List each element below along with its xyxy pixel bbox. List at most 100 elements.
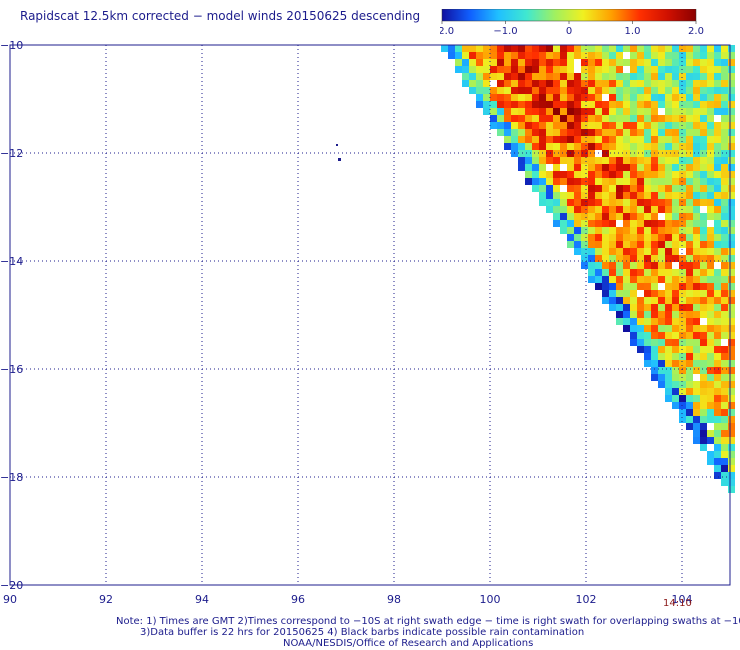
swath-cell	[658, 192, 665, 199]
swath-cell	[700, 395, 707, 402]
swath-cell	[728, 206, 735, 213]
swath-cell	[686, 332, 693, 339]
swath-cell	[700, 248, 707, 255]
swath-cell	[616, 311, 623, 318]
swath-cell	[644, 192, 651, 199]
swath-cell	[581, 115, 588, 122]
swath-cell	[714, 178, 721, 185]
swath-cell	[721, 381, 728, 388]
swath-cell	[595, 234, 602, 241]
swath-cell	[630, 87, 637, 94]
swath-cell	[721, 360, 728, 367]
swath-cell	[588, 178, 595, 185]
swath-cell	[567, 199, 574, 206]
swath-cell	[714, 122, 721, 129]
swath-cell	[609, 80, 616, 87]
swath-cell	[693, 66, 700, 73]
barb-dot	[338, 158, 341, 161]
swath-cell	[637, 290, 644, 297]
swath-cell	[651, 45, 658, 52]
swath-cell	[658, 283, 665, 290]
swath-cell	[693, 178, 700, 185]
swath-cell	[672, 220, 679, 227]
swath-cell	[651, 129, 658, 136]
swath-cell	[616, 129, 623, 136]
swath-cell	[623, 164, 630, 171]
swath-cell	[546, 87, 553, 94]
swath-cell	[630, 185, 637, 192]
swath-cell	[728, 241, 735, 248]
swath-cell	[553, 101, 560, 108]
swath-cell	[644, 213, 651, 220]
swath-cell	[623, 283, 630, 290]
swath-cell	[630, 255, 637, 262]
swath-cell	[602, 164, 609, 171]
swath-cell	[553, 80, 560, 87]
swath-cell	[644, 269, 651, 276]
swath-cell	[672, 73, 679, 80]
swath-cell	[714, 73, 721, 80]
swath-cell	[644, 73, 651, 80]
swath-cell	[532, 178, 539, 185]
swath-cell	[518, 150, 525, 157]
swath-cell	[609, 297, 616, 304]
swath-cell	[728, 234, 735, 241]
swath-cell	[595, 220, 602, 227]
swath-cell	[658, 59, 665, 66]
swath-cell	[707, 346, 714, 353]
swath-cell	[588, 262, 595, 269]
swath-cell	[490, 101, 497, 108]
swath-cell	[686, 241, 693, 248]
swath-cell	[483, 101, 490, 108]
swath-cell	[553, 122, 560, 129]
swath-cell	[609, 234, 616, 241]
swath-cell	[721, 276, 728, 283]
swath-cell	[672, 66, 679, 73]
swath-cell	[581, 171, 588, 178]
swath-cell	[714, 297, 721, 304]
swath-cell	[665, 234, 672, 241]
swath-cell	[616, 157, 623, 164]
swath-cell	[644, 199, 651, 206]
swath-cell	[707, 374, 714, 381]
swath-cell	[630, 59, 637, 66]
swath-cell	[714, 248, 721, 255]
swath-cell	[623, 255, 630, 262]
swath-cell	[637, 59, 644, 66]
swath-cell	[686, 80, 693, 87]
swath-cell	[511, 80, 518, 87]
swath-cell	[616, 234, 623, 241]
swath-cell	[630, 213, 637, 220]
swath-cell	[637, 227, 644, 234]
swath-cell	[546, 122, 553, 129]
swath-cell	[539, 87, 546, 94]
swath-cell	[623, 80, 630, 87]
swath-cell	[588, 157, 595, 164]
swath-cell	[602, 178, 609, 185]
latitude-tick-label: −10	[0, 39, 23, 52]
swath-cell	[714, 45, 721, 52]
swath-cell	[700, 94, 707, 101]
swath-cell	[588, 129, 595, 136]
longitude-tick-label: 104	[672, 593, 693, 606]
swath-cell	[721, 458, 728, 465]
swath-cell	[693, 318, 700, 325]
swath-cell	[651, 192, 658, 199]
swath-cell	[553, 66, 560, 73]
swath-cell	[567, 136, 574, 143]
swath-cell	[721, 87, 728, 94]
swath-cell	[609, 101, 616, 108]
swath-cell	[700, 220, 707, 227]
swath-cell	[539, 171, 546, 178]
swath-cell	[714, 241, 721, 248]
swath-cell	[707, 409, 714, 416]
swath-cell	[476, 101, 483, 108]
swath-cell	[679, 157, 686, 164]
swath-cell	[714, 213, 721, 220]
swath-cell	[686, 122, 693, 129]
swath-cell	[623, 122, 630, 129]
swath-cell	[707, 360, 714, 367]
swath-cell	[616, 66, 623, 73]
swath-cell	[721, 45, 728, 52]
